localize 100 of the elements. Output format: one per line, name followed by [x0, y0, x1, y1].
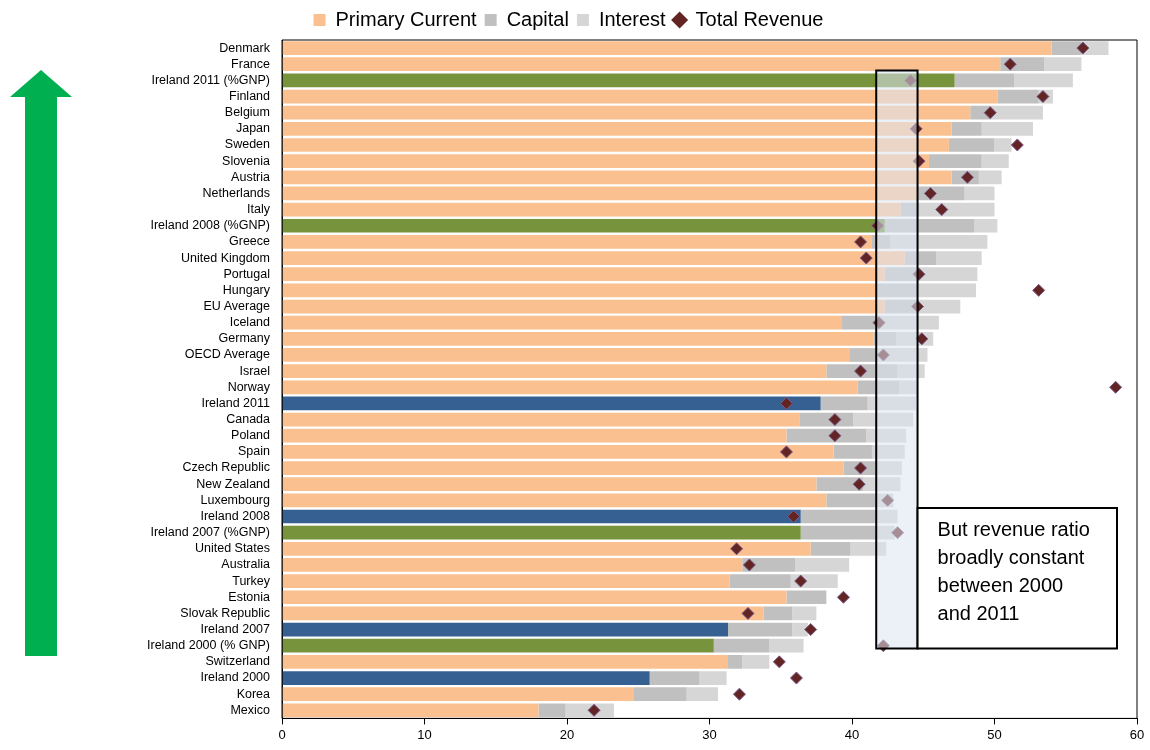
- bar: [918, 202, 995, 217]
- bar: [954, 73, 1015, 88]
- bar: [866, 428, 907, 443]
- y-tick-label: EU Average: [203, 298, 271, 313]
- bar: [884, 267, 918, 282]
- bar: [282, 121, 952, 136]
- point: [1010, 138, 1024, 152]
- point: [779, 396, 793, 410]
- bar: [1014, 73, 1073, 88]
- y-tick-label: Italy: [247, 202, 271, 217]
- point: [787, 510, 801, 523]
- bar: [978, 170, 1002, 185]
- y-tick-label: Finland: [229, 88, 271, 103]
- bar: [282, 687, 634, 702]
- bar: [850, 541, 887, 556]
- y-tick-label: OECD Average: [184, 347, 271, 362]
- bar: [981, 154, 1009, 169]
- bar: [786, 428, 867, 443]
- bar: [699, 671, 727, 685]
- bar: [974, 218, 998, 233]
- bar: [282, 638, 714, 653]
- bar: [792, 606, 817, 621]
- bar: [763, 606, 793, 621]
- bar: [633, 687, 687, 702]
- bar: [282, 41, 1052, 55]
- point: [876, 348, 890, 362]
- bar: [795, 558, 850, 572]
- y-tick-label: Ireland 2007: [200, 622, 271, 637]
- y-tick-label: Ireland 2011: [201, 395, 271, 410]
- point: [859, 251, 873, 265]
- bar: [849, 348, 877, 362]
- y-tick-label: Hungary: [222, 282, 271, 297]
- legend-label: Total Revenue: [695, 7, 824, 30]
- bar: [649, 671, 700, 685]
- bar: [853, 412, 914, 427]
- bar: [282, 57, 1001, 72]
- y-tick-label: Spain: [238, 444, 271, 459]
- point: [1076, 41, 1090, 55]
- bar: [282, 574, 730, 588]
- point: [881, 493, 895, 507]
- bar: [713, 638, 770, 653]
- bar: [863, 477, 901, 492]
- point: [741, 606, 755, 620]
- bar: [728, 622, 793, 637]
- point: [789, 671, 803, 685]
- bar: [282, 364, 827, 378]
- bar: [282, 202, 901, 217]
- bar: [282, 283, 877, 298]
- bar: [1044, 57, 1082, 72]
- bar: [904, 251, 937, 265]
- bar: [820, 396, 868, 411]
- bar: [800, 509, 878, 524]
- bar: [877, 525, 895, 540]
- y-tick-label: Israel: [239, 363, 270, 378]
- point: [983, 106, 997, 120]
- point: [903, 73, 917, 87]
- bar: [282, 477, 817, 492]
- bar: [897, 364, 925, 378]
- bar: [948, 138, 995, 152]
- x-tick-label: 30: [702, 726, 717, 742]
- legend-label: Interest: [598, 7, 667, 30]
- bar: [282, 445, 834, 459]
- bar: [282, 541, 811, 556]
- bar: [282, 138, 949, 152]
- bar: [282, 655, 729, 669]
- bar: [282, 315, 843, 330]
- y-tick-label: Mexico: [230, 702, 271, 717]
- y-tick-label: Ireland 2007 (%GNP): [150, 525, 270, 540]
- y-tick-label: Slovak Republic: [180, 605, 270, 620]
- y-tick-label: Belgium: [224, 105, 270, 120]
- bar: [876, 283, 918, 298]
- point: [1109, 380, 1123, 394]
- point: [891, 526, 905, 540]
- x-tick-label: 40: [844, 726, 860, 742]
- y-tick-label: Estonia: [228, 589, 271, 604]
- point: [794, 574, 808, 588]
- y-tick-label: Czech Republic: [182, 460, 270, 475]
- x-tick-label: 60: [1129, 726, 1145, 742]
- y-tick-label: Portugal: [223, 266, 270, 281]
- bar: [1051, 41, 1082, 55]
- point: [828, 429, 842, 443]
- bar: [282, 590, 787, 605]
- y-tick-label: Korea: [236, 686, 271, 701]
- y-tick-label: Ireland 2000: [200, 670, 271, 685]
- y-tick-label: Australia: [221, 557, 271, 572]
- bar: [282, 412, 800, 427]
- x-tick-label: 50: [987, 726, 1002, 742]
- bar: [917, 283, 976, 298]
- point: [828, 413, 842, 427]
- bar: [769, 638, 804, 653]
- bar: [871, 445, 905, 459]
- bar: [538, 703, 566, 718]
- bar: [800, 525, 878, 540]
- x-tick-label: 10: [417, 726, 432, 742]
- bar: [936, 251, 982, 265]
- bar: [917, 267, 978, 282]
- point: [772, 655, 786, 669]
- x-tick-label: 20: [559, 726, 575, 742]
- bar: [833, 445, 872, 459]
- bar: [282, 509, 801, 524]
